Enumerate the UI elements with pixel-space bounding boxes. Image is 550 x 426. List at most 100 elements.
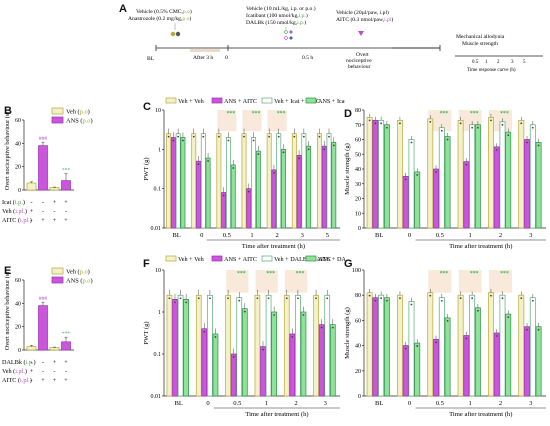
- bar: [254, 294, 261, 397]
- data-point: [477, 126, 479, 129]
- data-point: [302, 135, 305, 138]
- y-tick-label: 30: [355, 182, 361, 188]
- data-point: [368, 294, 371, 297]
- data-point: [315, 297, 317, 300]
- chart-panel-f: Veh + Veh ANS + AITC Veh + DALBk + AITCANS…: [143, 255, 345, 418]
- y-axis-label: Overt nociceptive behaviour (s): [4, 112, 11, 191]
- bar: [300, 311, 307, 397]
- legend-label: ANS + AITC: [224, 98, 257, 105]
- legend-label: Veh + Icat + AITC: [274, 98, 320, 105]
- legend-label: ANS (p.o): [66, 118, 93, 125]
- bar: [166, 294, 173, 397]
- y-tick-label: 20: [15, 325, 21, 331]
- bar: [260, 346, 266, 397]
- bar: [166, 133, 172, 229]
- data-point: [172, 139, 175, 142]
- chart-panel-c: Veh + Veh ANS + AITC Veh + Icat + AITCANS …: [143, 97, 345, 250]
- bar: [306, 145, 312, 229]
- data-point: [238, 299, 241, 302]
- bar: [524, 326, 530, 397]
- time-tick-label: 0.5: [472, 60, 479, 65]
- data-point: [168, 297, 171, 300]
- bar: [317, 133, 322, 229]
- bar: [378, 294, 385, 397]
- bar: [529, 124, 536, 229]
- data-point: [537, 144, 540, 147]
- y-axis-label: PWT (g): [143, 321, 150, 344]
- bar: [172, 299, 178, 397]
- data-point: [257, 153, 260, 156]
- significance-label: ***: [62, 168, 71, 174]
- data-point: [435, 341, 437, 344]
- data-point: [416, 345, 419, 347]
- bar: [191, 133, 197, 229]
- y-axis-label: Overt nociceptive behaviour (s): [4, 272, 11, 351]
- bar: [230, 164, 236, 229]
- data-point: [410, 141, 413, 144]
- data-point: [252, 139, 255, 142]
- treatment-row-label: DALBk (i.p.): [2, 359, 36, 366]
- x-tick-label: 0.5: [436, 400, 445, 407]
- bar: [518, 119, 525, 229]
- y-tick-label: 0: [18, 188, 21, 194]
- bar: [444, 317, 451, 397]
- timeline-vehicle-cmc: Vehicle (0.5% CMC,p.o): [136, 8, 192, 15]
- timeline-vehicle-paw: Vehicle (20µl/paw, i.pl): [336, 9, 389, 16]
- x-tick-label: 3: [301, 232, 305, 239]
- x-tick-label: 3: [529, 400, 533, 407]
- bar: [408, 139, 415, 229]
- aitc-marker-icon: [358, 31, 364, 36]
- data-point: [501, 123, 504, 126]
- bar: [438, 297, 445, 397]
- data-point: [520, 297, 523, 300]
- x-tick-label: 1: [250, 232, 253, 239]
- treatment-sign: -: [65, 208, 67, 215]
- bar: [383, 124, 390, 229]
- treatment-sign: -: [30, 217, 32, 224]
- panel-letter-e: E: [4, 265, 12, 277]
- data-point: [326, 297, 329, 300]
- data-point: [374, 122, 377, 125]
- highlight-band: [226, 270, 249, 293]
- panel-letter-a: A: [119, 3, 127, 15]
- data-point: [386, 126, 388, 129]
- bar: [397, 294, 403, 397]
- highlight-band: [428, 110, 452, 132]
- x-tick-label: 2: [275, 232, 278, 239]
- bar: [438, 127, 445, 229]
- anastrozole-marker-icon: [175, 31, 181, 37]
- y-tick-label: 80: [355, 293, 361, 299]
- data-point: [501, 297, 504, 300]
- bar: [291, 133, 297, 229]
- treatment-sign: +: [41, 217, 45, 224]
- bar: [313, 294, 319, 397]
- chart-panel-e: Veh (p.o) ANS (p.o) 0 20 40 60 Overt nocicepti…: [2, 267, 93, 384]
- treatment-sign: +: [53, 359, 57, 366]
- bar: [488, 292, 494, 397]
- bar: [493, 332, 500, 397]
- y-axis-label: PWT (g): [143, 157, 150, 180]
- bar: [236, 297, 243, 397]
- data-point: [507, 316, 510, 318]
- bar: [326, 133, 332, 229]
- panel-letter-f: F: [143, 258, 150, 270]
- bar: [216, 133, 222, 229]
- data-point: [227, 139, 230, 142]
- y-tick-label: 20: [355, 197, 361, 203]
- significance-label: ###: [39, 136, 48, 142]
- data-point: [465, 163, 468, 166]
- data-point: [380, 122, 383, 125]
- bar: [61, 341, 71, 351]
- data-point: [471, 126, 474, 129]
- data-point: [495, 335, 498, 337]
- x-tick-label: 1: [469, 400, 472, 407]
- bar: [469, 294, 476, 397]
- bar: [402, 345, 409, 397]
- bar: [271, 311, 277, 397]
- bar: [529, 297, 536, 397]
- data-point: [207, 160, 209, 162]
- data-point: [243, 310, 246, 313]
- chart-panel-g: 0 20 40 60 80 100 Muscle strength (g) BL 0 0.5 ***…: [344, 268, 546, 418]
- legend-label: Veh (p.o): [66, 269, 90, 276]
- y-tick-label: 0.01: [151, 226, 162, 232]
